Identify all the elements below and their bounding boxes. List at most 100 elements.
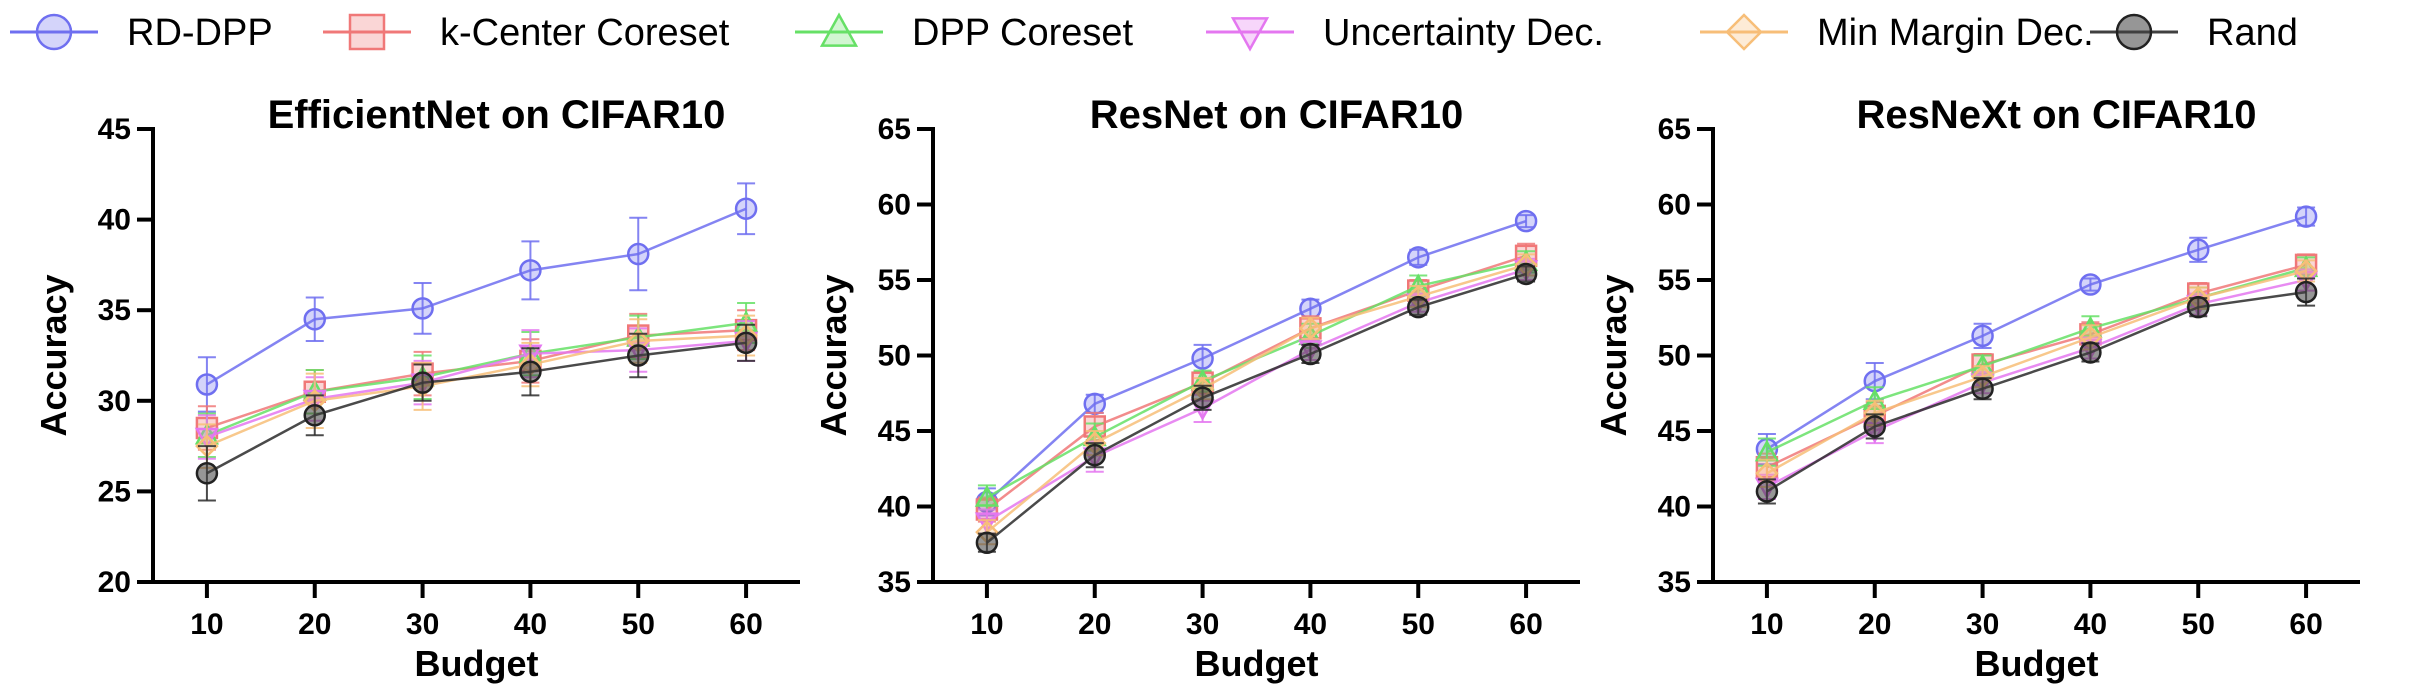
series-line-rand [1766, 290, 2307, 493]
y-tick-label: 25 [98, 475, 131, 508]
data-point-rand [1299, 342, 1322, 366]
x-axis-label: Budget [1195, 643, 1319, 684]
data-point-rd-dpp [627, 242, 650, 266]
chart-panel-efficientnet: EfficientNet on CIFAR10 20 25 30 35 40 45 10 20 3… [33, 93, 800, 684]
error-bar [1517, 214, 1536, 229]
x-tick-label: 50 [622, 608, 655, 641]
data-point-rd-dpp [2294, 205, 2318, 228]
y-tick-label: 45 [98, 113, 131, 146]
data-point-rd-dpp [734, 197, 758, 220]
data-point-rand [1191, 386, 1214, 410]
data-point-rd-dpp [2079, 273, 2102, 296]
data-point-rand [195, 462, 219, 485]
series-line-min-margin-dec [986, 263, 1527, 534]
series-uncertainty-dec [194, 320, 759, 460]
error-bar [305, 296, 324, 343]
legend-marker-k-center-coreset [348, 13, 386, 51]
y-tick-label: 50 [1658, 340, 1691, 373]
y-tick-label: 55 [878, 264, 911, 297]
series-rd-dpp [1755, 205, 2318, 466]
series-line-uncertainty-dec [206, 339, 747, 439]
series-line-k-center-coreset [1766, 263, 2307, 469]
legend-entry-rd-dpp: RD-DPP [10, 12, 273, 54]
data-point-rand [1514, 262, 1538, 286]
legend-marker-rd-dpp [35, 13, 73, 51]
series-line-uncertainty-dec [1766, 278, 2307, 488]
y-axis-label: Accuracy [813, 274, 854, 436]
y-tick-label: 40 [98, 204, 131, 237]
y-tick-label: 65 [878, 113, 911, 146]
chart-title: EfficientNet on CIFAR10 [268, 93, 726, 137]
series-line-rd-dpp [1766, 215, 2307, 451]
x-axis-label: Budget [415, 643, 539, 684]
legend-label-min-margin-dec: Min Margin Dec. [1817, 12, 2094, 54]
legend-entry-min-margin-dec: Min Margin Dec. [1700, 12, 2094, 54]
y-tick-label: 60 [1658, 189, 1691, 222]
error-bar [2189, 236, 2208, 263]
data-point-rand [627, 344, 650, 367]
error-bar [629, 216, 648, 292]
chart-title: ResNeXt on CIFAR10 [1856, 93, 2256, 137]
x-tick-label: 40 [1294, 608, 1327, 641]
x-tick-label: 10 [970, 608, 1003, 641]
y-tick-label: 40 [1658, 491, 1691, 524]
data-point-rand [1863, 415, 1886, 438]
legend-entry-k-center-coreset: k-Center Coreset [323, 12, 730, 54]
legend-entry-dpp-coreset: DPP Coreset [795, 12, 1134, 54]
chart-panel-resnet: ResNet on CIFAR10 35 40 45 50 55 60 65 10 20 30 40 5… [813, 93, 1580, 684]
data-point-rd-dpp [2187, 238, 2210, 262]
y-tick-label: 35 [98, 294, 131, 327]
legend-label-k-center-coreset: k-Center Coreset [440, 12, 730, 54]
y-tick-label: 45 [878, 415, 911, 448]
error-bar [737, 182, 756, 236]
data-point-rand [519, 360, 542, 384]
data-point-rd-dpp [1514, 209, 1538, 233]
data-point-rd-dpp [1407, 246, 1430, 269]
data-point-min-margin-dec [1298, 316, 1323, 341]
data-point-rand [1407, 295, 1430, 319]
series-line-dpp-coreset [206, 321, 747, 437]
series-line-rand [206, 341, 747, 475]
series-rand [1755, 277, 2318, 505]
data-point-rd-dpp [1083, 392, 1106, 416]
data-point-rd-dpp [195, 373, 219, 396]
data-point-rand [1971, 377, 1994, 400]
y-tick-label: 30 [98, 385, 131, 418]
x-axis-label: Budget [1975, 643, 2099, 684]
chart-title: ResNet on CIFAR10 [1090, 93, 1463, 137]
data-point-rd-dpp [1191, 347, 1214, 370]
series-line-min-margin-dec [1766, 269, 2307, 475]
data-point-rand [1755, 480, 1779, 503]
error-bar [2081, 277, 2100, 292]
legend-label-dpp-coreset: DPP Coreset [912, 12, 1134, 54]
error-bar [413, 282, 432, 335]
error-bar [1973, 322, 1992, 349]
series-line-min-margin-dec [206, 334, 747, 448]
x-tick-label: 20 [1078, 608, 1111, 641]
y-tick-label: 50 [878, 340, 911, 373]
data-point-rand [1083, 443, 1106, 467]
x-tick-label: 20 [1858, 608, 1891, 641]
data-point-rand [2294, 280, 2318, 304]
series-line-rand [986, 272, 1527, 544]
error-bar [521, 240, 540, 301]
x-tick-label: 60 [2289, 608, 2322, 641]
series-line-rd-dpp [986, 219, 1527, 503]
data-point-dpp-coreset [974, 484, 1000, 507]
series-line-rd-dpp [206, 207, 747, 386]
data-point-rd-dpp [1971, 324, 1994, 348]
series-rd-dpp [195, 182, 758, 413]
chart-panel-resnext: ResNeXt on CIFAR10 35 40 45 50 55 60 65 10 20 30 40… [1593, 93, 2360, 684]
x-tick-label: 50 [1402, 608, 1435, 641]
data-point-rand [975, 531, 999, 554]
legend-marker-rand [2115, 13, 2153, 51]
y-axis-label: Accuracy [1593, 274, 1634, 436]
series-uncertainty-dec [974, 257, 1539, 535]
x-tick-label: 60 [1509, 608, 1542, 641]
y-tick-label: 20 [98, 566, 131, 599]
x-tick-label: 10 [1750, 608, 1783, 641]
y-tick-label: 40 [878, 491, 911, 524]
data-point-rd-dpp [411, 297, 434, 320]
x-tick-label: 10 [190, 608, 223, 641]
series-rand [975, 262, 1538, 554]
